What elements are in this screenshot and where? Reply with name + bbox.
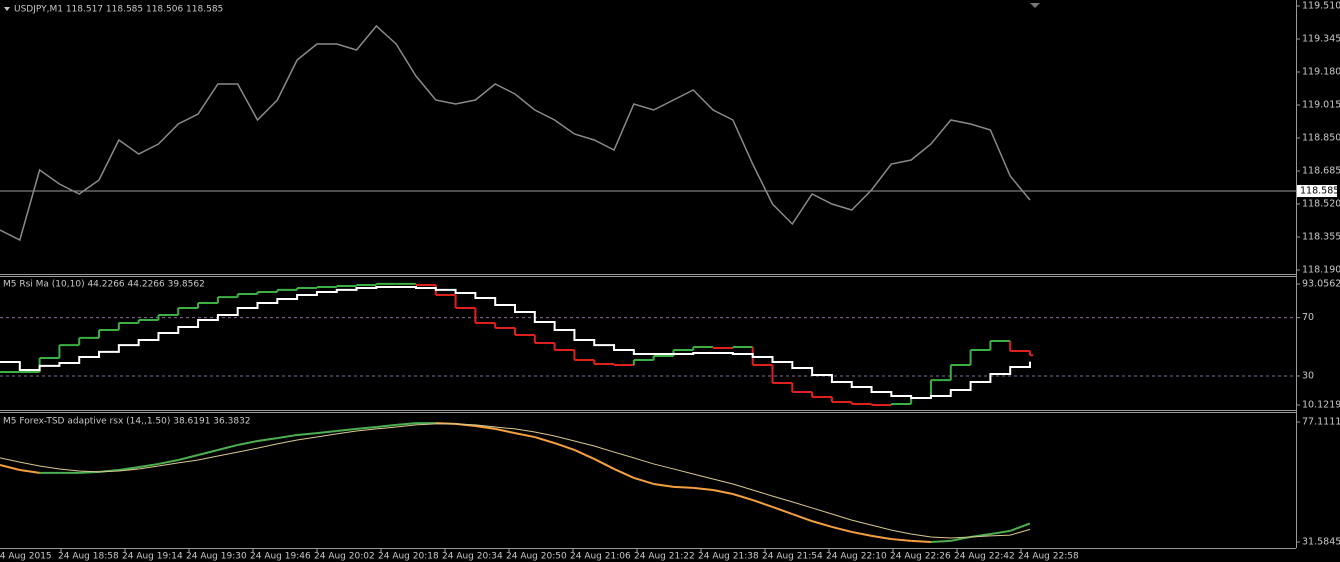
series-line [0, 423, 1031, 539]
x-tick-label: 24 Aug 21:06 [570, 552, 631, 562]
indicator-segment [475, 424, 496, 430]
x-tick-label: 24 Aug 19:14 [122, 552, 183, 562]
indicator-segment [1009, 522, 1031, 532]
x-tick-label: 24 Aug 2015 [0, 552, 52, 562]
current-price-box [1297, 185, 1337, 197]
y-tick-label: 118.520 [1302, 199, 1340, 210]
indicator-segment [178, 454, 199, 461]
indicator-segment [514, 432, 536, 439]
indicator-segment [138, 462, 159, 469]
y-tick-label: 119.510 [1302, 1, 1340, 12]
x-tick-label: 24 Aug 21:54 [762, 552, 823, 562]
x-tick-label: 24 Aug 22:26 [890, 552, 951, 562]
indicator-segment [911, 539, 932, 543]
indicator-segment [871, 534, 892, 541]
y-tick-label: 118.355 [1302, 232, 1340, 243]
indicator-segment [237, 440, 258, 446]
indicator-segment [990, 529, 1011, 536]
pane-title: M5 Forex-TSD adaptive rsx (14,,1.50) 38.… [3, 417, 251, 427]
x-tick-label: 24 Aug 22:58 [1018, 552, 1079, 562]
indicator-segment [316, 429, 337, 435]
indicator-segment [0, 464, 21, 471]
indicator-segment [376, 423, 397, 429]
y-tick-label: 119.015 [1302, 100, 1340, 111]
pane-title: USDJPY,M1 118.517 118.585 118.506 118.58… [14, 5, 223, 15]
y-tick-label: 119.180 [1302, 67, 1340, 78]
y-tick-label: 10.1219 [1302, 400, 1340, 411]
y-tick-label: 77.1111 [1302, 417, 1340, 428]
x-tick-label: 24 Aug 22:42 [954, 552, 1015, 562]
indicator-segment [356, 426, 377, 430]
y-tick-label: 30 [1302, 370, 1314, 381]
y-tick-label: 118.850 [1302, 133, 1340, 144]
pane-title: M5 Rsi Ma (10,10) 44.2266 44.2266 39.856… [3, 280, 205, 290]
indicator-segment [554, 442, 575, 451]
indicator-segment [752, 499, 773, 508]
indicator-segment [772, 505, 793, 515]
x-tick-label: 24 Aug 18:58 [58, 552, 119, 562]
x-tick-label: 24 Aug 20:02 [314, 552, 375, 562]
indicator-segment [593, 458, 615, 470]
x-tick-label: 24 Aug 21:22 [634, 552, 695, 562]
current-price-label: 118.585 [1300, 186, 1339, 197]
indicator-segment [712, 489, 734, 495]
indicator-segment [811, 520, 833, 528]
indicator-segment [217, 443, 238, 451]
x-tick-label: 24 Aug 19:30 [186, 552, 247, 562]
indicator-segment [574, 449, 595, 460]
indicator-segment [197, 448, 219, 456]
indicator-segment [613, 468, 635, 479]
y-tick-label: 70 [1302, 312, 1314, 323]
indicator-segment [396, 422, 417, 426]
indicator-segment [891, 538, 912, 542]
y-tick-label: 31.5845 [1302, 537, 1340, 548]
indicator-segment [118, 466, 139, 471]
y-tick-label: 118.685 [1302, 166, 1340, 177]
indicator-segment [336, 427, 357, 432]
indicator-segment [791, 513, 813, 523]
x-tick-label: 24 Aug 21:38 [698, 552, 759, 562]
indicator-segment [693, 486, 714, 492]
series-line [0, 24, 1031, 242]
x-tick-label: 24 Aug 20:34 [442, 552, 503, 562]
series-line [0, 286, 1031, 400]
indicator-segment [930, 539, 951, 543]
indicator-segment [277, 433, 298, 440]
indicator-segment [158, 459, 179, 465]
indicator-segment [534, 436, 555, 445]
indicator-segment [257, 437, 278, 442]
x-tick-label: 24 Aug 20:50 [506, 552, 567, 562]
indicator-segment [732, 493, 753, 502]
menu-arrow[interactable] [4, 7, 10, 11]
indicator-segment [633, 476, 654, 485]
indicator-segment [297, 432, 318, 436]
x-tick-label: 24 Aug 19:46 [250, 552, 311, 562]
indicator-segment [831, 525, 852, 533]
indicator-segment [494, 427, 516, 435]
shift-marker [1030, 3, 1040, 8]
y-tick-label: 119.345 [1302, 34, 1340, 45]
y-tick-label: 93.0562 [1302, 279, 1340, 290]
indicator-segment [653, 482, 674, 488]
indicator-segment [19, 469, 40, 474]
x-tick-label: 24 Aug 22:10 [826, 552, 887, 562]
y-tick-label: 118.190 [1302, 265, 1340, 276]
x-tick-label: 24 Aug 20:18 [378, 552, 439, 562]
indicator-segment [851, 530, 872, 537]
indicator-segment [673, 485, 694, 489]
